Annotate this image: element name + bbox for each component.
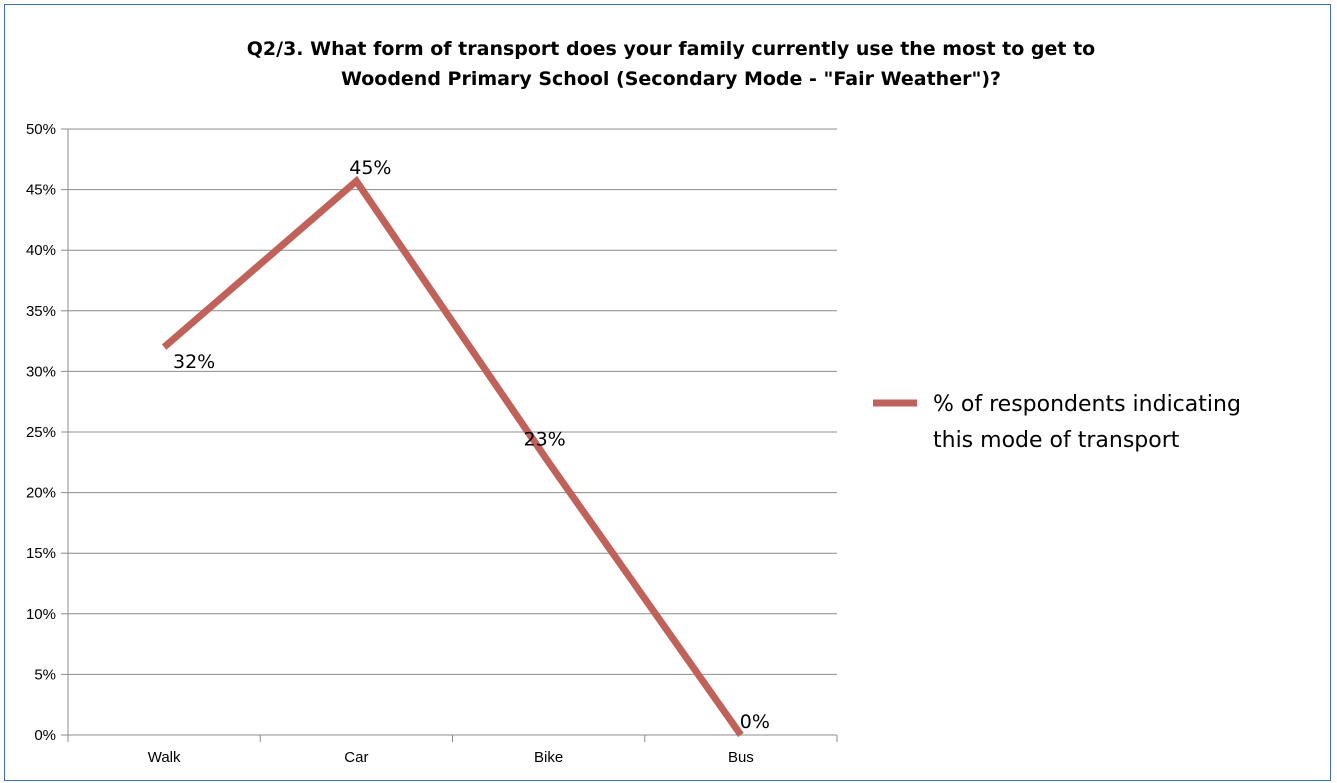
legend: % of respondents indicating this mode of … xyxy=(873,392,1241,453)
y-tick-label: 5% xyxy=(34,666,56,683)
line-chart: Q2/3. What form of transport does your f… xyxy=(26,38,1241,766)
y-tick-label: 0% xyxy=(34,727,56,744)
y-tick-label: 15% xyxy=(26,545,56,562)
y-tick-label: 10% xyxy=(26,606,56,623)
y-tick-label: 40% xyxy=(26,242,56,259)
y-tick-label: 20% xyxy=(26,485,56,502)
series-lines xyxy=(161,175,744,738)
data-label: 45% xyxy=(349,157,391,179)
legend-label-line: % of respondents indicating xyxy=(933,392,1241,417)
x-tick-label: Walk xyxy=(148,749,181,766)
legend-label-line: this mode of transport xyxy=(933,428,1180,453)
x-tick-label: Car xyxy=(344,749,368,766)
y-tick-label: 25% xyxy=(26,424,56,441)
y-tick-label: 45% xyxy=(26,182,56,199)
y-axis-tick-labels: 0% 5% 10% 15% 20% 25% 30% 35% 40% 45% 50% xyxy=(26,121,56,744)
chart-title-line-2: Woodend Primary School (Secondary Mode -… xyxy=(341,68,1001,90)
x-tick-label: Bus xyxy=(728,749,754,766)
data-label: 0% xyxy=(740,711,770,733)
x-tick-label: Bike xyxy=(534,749,563,766)
data-label: 23% xyxy=(524,428,566,450)
y-tick-label: 50% xyxy=(26,121,56,138)
y-tick-label: 35% xyxy=(26,303,56,320)
x-axis-tick-labels: Walk Car Bike Bus xyxy=(148,749,754,766)
gridlines xyxy=(68,128,837,675)
data-label: 32% xyxy=(173,351,215,373)
chart-frame: Q2/3. What form of transport does your f… xyxy=(4,4,1331,781)
chart-title: Q2/3. What form of transport does your f… xyxy=(247,38,1095,90)
chart-title-line-1: Q2/3. What form of transport does your f… xyxy=(247,38,1095,60)
axes xyxy=(61,128,838,742)
series-line xyxy=(161,175,744,738)
data-labels: 32% 45% 23% 0% xyxy=(173,157,770,733)
y-tick-label: 30% xyxy=(26,363,56,380)
